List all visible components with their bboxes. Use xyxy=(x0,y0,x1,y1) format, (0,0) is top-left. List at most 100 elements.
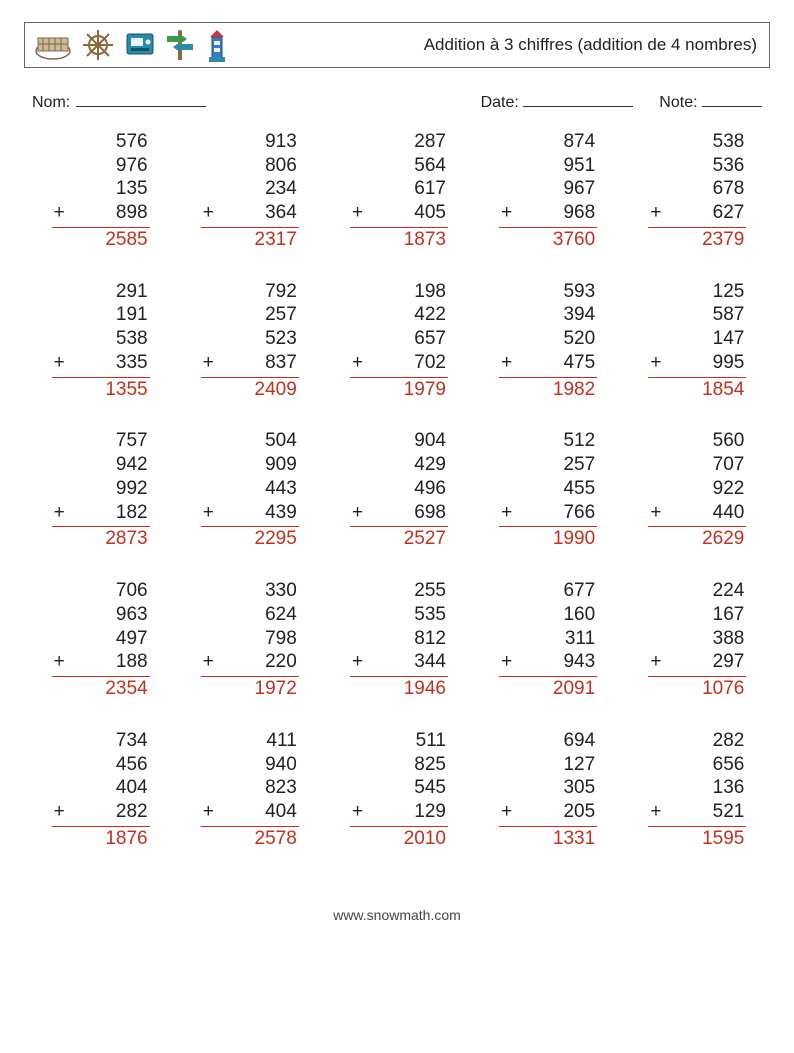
operator: + xyxy=(203,351,217,375)
operator xyxy=(650,627,664,651)
addend: 497 xyxy=(68,627,148,651)
operator xyxy=(650,303,664,327)
header: Addition à 3 chiffres (addition de 4 nom… xyxy=(24,22,770,68)
operator xyxy=(54,303,68,327)
operator xyxy=(352,429,366,453)
date-label: Date: xyxy=(481,94,519,111)
operator xyxy=(203,154,217,178)
problem: 576976135+8982585 xyxy=(44,130,154,252)
operator: + xyxy=(650,351,664,375)
addend: 147 xyxy=(664,327,744,351)
problem: 255535812+3441946 xyxy=(342,579,452,701)
addend: 766 xyxy=(515,501,595,525)
operator: + xyxy=(203,800,217,824)
addend: 560 xyxy=(664,429,744,453)
colosseum-icon xyxy=(33,30,73,60)
addend: 220 xyxy=(217,650,297,674)
problem: 694127305+2051331 xyxy=(491,729,601,851)
date-field[interactable] xyxy=(523,90,633,107)
problem: 734456404+2821876 xyxy=(44,729,154,851)
operator xyxy=(54,753,68,777)
worksheet-page: Addition à 3 chiffres (addition de 4 nom… xyxy=(0,0,794,933)
answer: 2527 xyxy=(342,527,452,551)
addend: 439 xyxy=(217,501,297,525)
addend: 198 xyxy=(366,280,446,304)
addend: 898 xyxy=(68,201,148,225)
addend: 455 xyxy=(515,477,595,501)
addend: 940 xyxy=(217,753,297,777)
addend: 943 xyxy=(515,650,595,674)
problem-row: 706963497+1882354330624798+2201972255535… xyxy=(24,579,770,701)
operator xyxy=(203,130,217,154)
addend: 512 xyxy=(515,429,595,453)
addend: 440 xyxy=(664,501,744,525)
operator xyxy=(54,453,68,477)
operator xyxy=(203,177,217,201)
problem: 511825545+1292010 xyxy=(342,729,452,851)
addend: 129 xyxy=(366,800,446,824)
addend: 536 xyxy=(664,154,744,178)
answer: 1331 xyxy=(491,827,601,851)
ship-wheel-icon xyxy=(81,28,115,62)
header-icons xyxy=(33,27,231,63)
addend: 404 xyxy=(68,776,148,800)
operator xyxy=(501,753,515,777)
operator: + xyxy=(203,650,217,674)
addend: 257 xyxy=(515,453,595,477)
lighthouse-icon xyxy=(203,27,231,63)
operator xyxy=(650,154,664,178)
operator xyxy=(203,753,217,777)
answer: 1982 xyxy=(491,378,601,402)
operator xyxy=(352,177,366,201)
operator xyxy=(352,776,366,800)
problem-row: 734456404+2821876411940823+4042578511825… xyxy=(24,729,770,851)
addend: 702 xyxy=(366,351,446,375)
operator xyxy=(501,429,515,453)
answer: 2010 xyxy=(342,827,452,851)
addend: 913 xyxy=(217,130,297,154)
operator xyxy=(650,579,664,603)
addend: 627 xyxy=(664,201,744,225)
name-label: Nom: xyxy=(32,94,70,112)
addend: 576 xyxy=(68,130,148,154)
addend: 624 xyxy=(217,603,297,627)
operator xyxy=(203,477,217,501)
addend: 942 xyxy=(68,453,148,477)
addend: 904 xyxy=(366,429,446,453)
operator xyxy=(54,579,68,603)
addend: 995 xyxy=(664,351,744,375)
answer: 1972 xyxy=(193,677,303,701)
operator xyxy=(54,154,68,178)
addend: 335 xyxy=(68,351,148,375)
operator: + xyxy=(352,351,366,375)
answer: 1355 xyxy=(44,378,154,402)
addend: 823 xyxy=(217,776,297,800)
addend: 678 xyxy=(664,177,744,201)
addend: 511 xyxy=(366,729,446,753)
operator xyxy=(203,429,217,453)
problem: 677160311+9432091 xyxy=(491,579,601,701)
operator: + xyxy=(54,650,68,674)
addend: 538 xyxy=(664,130,744,154)
problem-row: 757942992+1822873504909443+4392295904429… xyxy=(24,429,770,551)
atm-icon xyxy=(123,30,157,60)
operator xyxy=(650,453,664,477)
operator xyxy=(352,477,366,501)
name-field[interactable] xyxy=(76,90,206,107)
operator xyxy=(203,579,217,603)
operator xyxy=(501,627,515,651)
addend: 160 xyxy=(515,603,595,627)
note-field[interactable] xyxy=(702,90,762,107)
addend: 521 xyxy=(664,800,744,824)
addend: 282 xyxy=(664,729,744,753)
problem-row: 291191538+3351355792257523+8372409198422… xyxy=(24,280,770,402)
problem: 330624798+2201972 xyxy=(193,579,303,701)
operator: + xyxy=(352,800,366,824)
addend: 188 xyxy=(68,650,148,674)
operator xyxy=(54,327,68,351)
operator: + xyxy=(54,501,68,525)
answer: 1990 xyxy=(491,527,601,551)
addend: 456 xyxy=(68,753,148,777)
operator: + xyxy=(501,501,515,525)
operator: + xyxy=(501,800,515,824)
